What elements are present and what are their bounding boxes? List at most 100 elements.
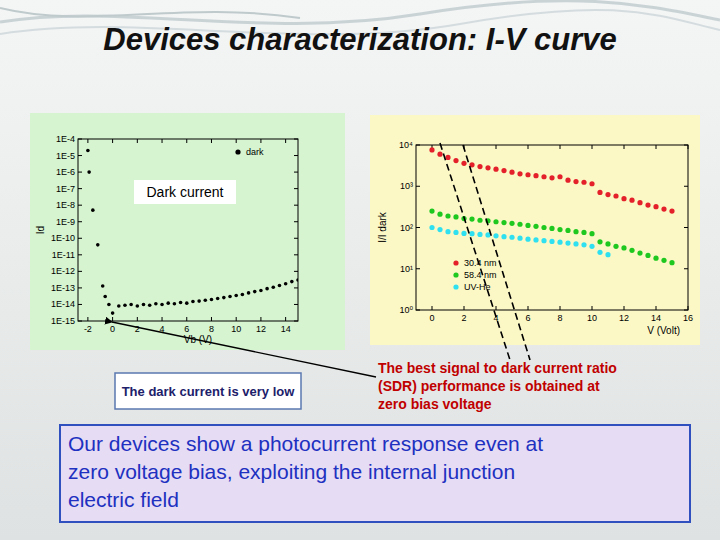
data-point (173, 302, 177, 306)
y-tick-right (294, 254, 298, 255)
data-point (204, 298, 208, 302)
y-tick (416, 227, 420, 228)
data-point (437, 227, 442, 232)
data-point (429, 225, 434, 230)
data-point (129, 303, 133, 307)
y-tick-right (294, 304, 298, 305)
y-tick-label: 1E-12 (51, 266, 75, 276)
y-tick (78, 304, 82, 305)
legend-marker (235, 149, 240, 154)
data-point (222, 296, 226, 300)
dashed-guide (463, 145, 530, 360)
y-tick-right (294, 205, 298, 206)
data-point (637, 250, 642, 255)
x-tick-label: 10 (231, 324, 241, 334)
x-axis-label: V (Volt) (647, 325, 680, 336)
data-point (549, 239, 554, 244)
y-tick-label: 1E-7 (56, 184, 75, 194)
data-point (589, 181, 594, 186)
data-point (613, 244, 618, 249)
data-point (605, 241, 610, 246)
y-tick (78, 188, 82, 189)
data-point (581, 242, 586, 247)
right-caption: The best signal to dark current ratio (378, 360, 617, 376)
slide: Devices characterization: I-V curve-2024… (0, 0, 720, 540)
data-point (437, 212, 442, 217)
annotation-box (134, 180, 236, 204)
x-tick (592, 306, 593, 310)
data-point (645, 253, 650, 258)
x-tick (285, 317, 286, 321)
y-tick-label: 1E-15 (51, 316, 75, 326)
data-point (87, 170, 91, 174)
data-point (621, 245, 626, 250)
data-point (565, 228, 570, 233)
y-tick-label: 10³ (400, 181, 413, 191)
x-tick (432, 306, 433, 310)
data-point (533, 237, 538, 242)
data-point (437, 152, 442, 157)
x-tick-top (186, 139, 187, 143)
data-point (661, 206, 666, 211)
data-point (216, 297, 220, 301)
y-tick-label: 1E-4 (56, 134, 75, 144)
data-point (669, 260, 674, 265)
data-point (265, 287, 269, 291)
data-point (485, 165, 490, 170)
data-point (469, 216, 474, 221)
data-point (493, 167, 498, 172)
data-point (517, 222, 522, 227)
x-tick (496, 306, 497, 310)
y-tick (78, 287, 82, 288)
x-tick-top (656, 145, 657, 149)
data-point (509, 235, 514, 240)
y-tick (78, 254, 82, 255)
chart-panel (370, 115, 700, 345)
data-point (549, 175, 554, 180)
x-tick (236, 317, 237, 321)
x-tick (137, 317, 138, 321)
data-point (501, 168, 506, 173)
x-tick (528, 306, 529, 310)
data-point (589, 231, 594, 236)
data-point (259, 289, 263, 293)
data-point (429, 147, 434, 152)
y-tick-right (684, 227, 688, 228)
data-point (501, 220, 506, 225)
data-point (477, 232, 482, 237)
x-tick (656, 306, 657, 310)
data-point (117, 304, 121, 308)
y-tick-label: 1E-14 (51, 299, 75, 309)
data-point (136, 304, 140, 308)
legend-label: 30.4 nm (464, 258, 497, 268)
x-tick-label: 2 (135, 324, 140, 334)
x-tick-label: -2 (84, 324, 92, 334)
y-axis-label: I/I dark (377, 211, 388, 243)
x-tick-label: 16 (683, 313, 693, 323)
data-point (453, 214, 458, 219)
data-point (525, 172, 530, 177)
x-tick-label: 0 (429, 313, 434, 323)
y-tick-label: 1E-11 (52, 250, 75, 260)
left-caption-box (115, 373, 301, 409)
data-point (228, 295, 232, 299)
data-point (557, 174, 562, 179)
data-point (525, 237, 530, 242)
data-point (573, 179, 578, 184)
left-caption: The dark current is very low (122, 384, 296, 399)
data-point (445, 213, 450, 218)
data-point (517, 236, 522, 241)
y-tick-right (294, 221, 298, 222)
data-point (517, 171, 522, 176)
data-point (541, 225, 546, 230)
x-tick (87, 317, 88, 321)
data-point (637, 200, 642, 205)
data-point (557, 227, 562, 232)
data-point (589, 244, 594, 249)
x-tick-top (528, 145, 529, 149)
data-point (629, 198, 634, 203)
y-axis-label: Id (35, 226, 46, 234)
data-point (645, 202, 650, 207)
y-tick (416, 268, 420, 269)
data-point (597, 190, 602, 195)
